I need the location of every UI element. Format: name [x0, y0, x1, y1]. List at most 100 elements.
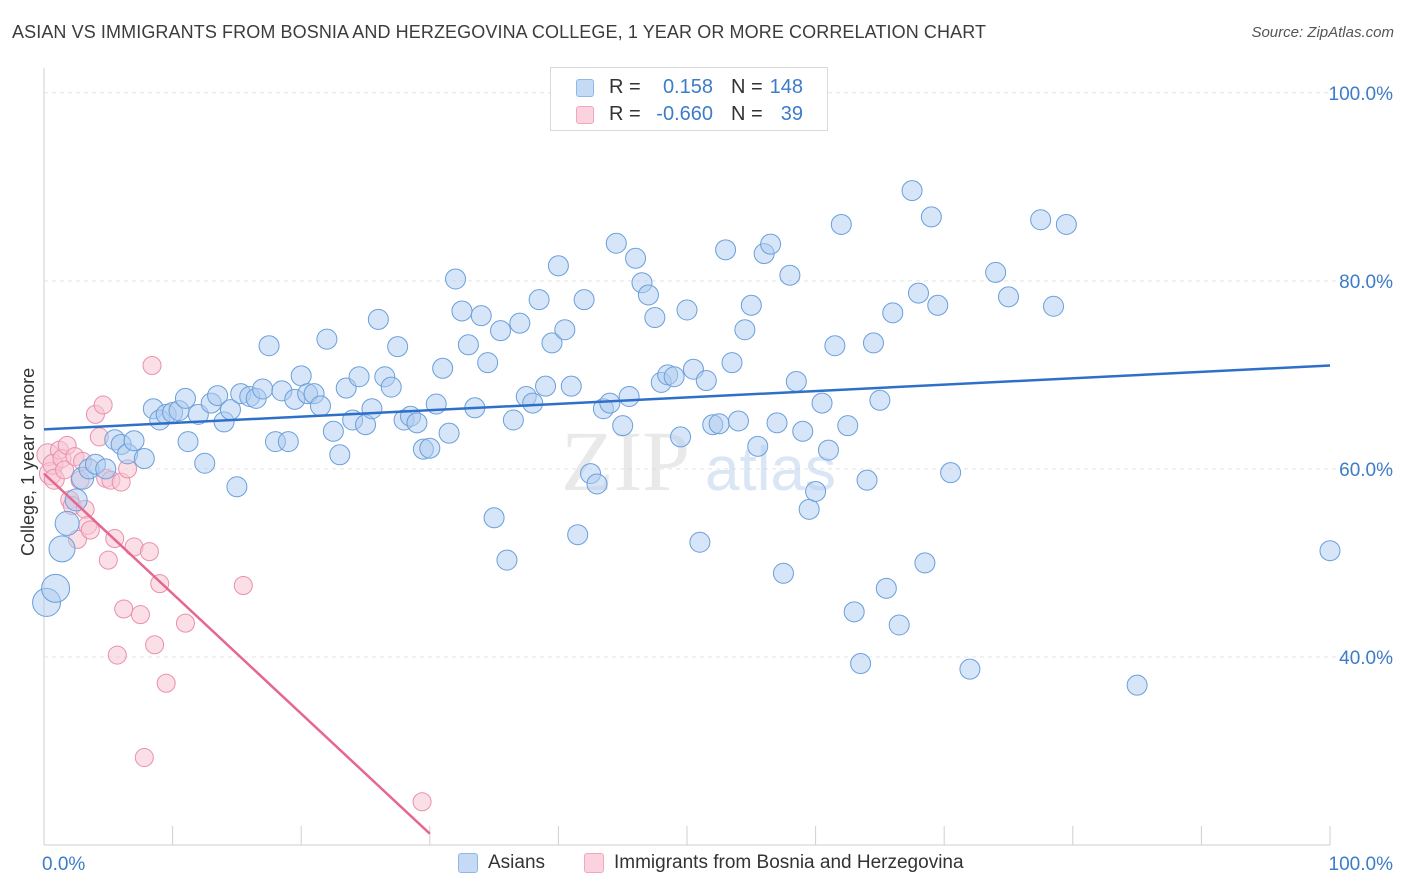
point-asian [862, 332, 884, 354]
x-tick-label: 0.0% [42, 854, 85, 875]
point-asian [194, 452, 216, 474]
series-bosnia-points [36, 355, 432, 812]
point-asian [509, 312, 531, 334]
point-asian [226, 476, 248, 498]
legend-row-asians: R = 0.158 N = 148 [551, 73, 827, 101]
legend-label-bosnia: Immigrants from Bosnia and Herzegovina [614, 852, 964, 873]
point-asian [599, 392, 621, 414]
point-asian [528, 289, 550, 311]
point-asian [760, 233, 782, 255]
point-asian [438, 422, 460, 444]
point-bosnia [80, 520, 100, 540]
tick-labels: 40.0% 60.0% 80.0% 100.0% 0.0% 100.0% [42, 84, 1393, 875]
point-asian [123, 430, 145, 452]
legend-n-label: N = [731, 76, 763, 98]
point-asian [445, 268, 467, 290]
point-asian [48, 535, 76, 563]
point-asian [95, 458, 117, 480]
point-asian [747, 435, 769, 457]
point-asian [522, 392, 544, 414]
point-bosnia [233, 575, 253, 595]
point-asian [419, 437, 441, 459]
point-asian [586, 473, 608, 495]
point-asian [361, 398, 383, 420]
point-asian [483, 507, 505, 529]
point-asian [830, 213, 852, 235]
point-asian [567, 524, 589, 546]
point-asian [676, 299, 698, 321]
point-asian [380, 376, 402, 398]
point-asian [998, 286, 1019, 308]
point-asian [457, 334, 479, 356]
point-asian [689, 531, 711, 553]
point-asian [277, 431, 299, 453]
point-asian [856, 469, 878, 491]
point-asian [547, 255, 569, 277]
point-asian [252, 378, 274, 400]
point-asian [959, 658, 981, 680]
point-asian [64, 488, 88, 512]
chart-title: ASIAN VS IMMIGRANTS FROM BOSNIA AND HERZ… [12, 22, 987, 42]
x-tick-label: 100.0% [1329, 854, 1394, 875]
point-asian [734, 319, 756, 341]
point-asian [940, 462, 962, 484]
point-asian [367, 308, 389, 330]
point-asian [901, 180, 923, 202]
point-asian [477, 352, 499, 374]
point-asian [927, 294, 949, 316]
point-asian [348, 366, 370, 388]
point-asian [824, 335, 846, 357]
legend-swatch-asians [458, 853, 478, 873]
point-asian [875, 577, 897, 599]
legend-label-asians: Asians [488, 852, 546, 873]
point-bosnia [130, 605, 150, 625]
legend-n-value: 148 [769, 76, 803, 98]
point-asian [727, 410, 749, 432]
point-asian [470, 305, 492, 327]
legend-r-value: -0.660 [656, 103, 713, 125]
point-bosnia [55, 460, 75, 480]
point-asian [502, 409, 524, 431]
trend-line-asians [43, 364, 1331, 431]
point-asian [625, 247, 647, 269]
legend-swatch-bosnia [584, 853, 604, 873]
point-bosnia [139, 542, 159, 562]
point-bosnia [156, 673, 176, 693]
point-asian [612, 415, 634, 437]
point-asian [670, 426, 692, 448]
point-asian [785, 370, 807, 392]
point-asian [644, 307, 666, 329]
point-bosnia [145, 635, 165, 655]
point-asian [715, 239, 737, 261]
legend-r-label: R = [609, 103, 641, 125]
y-tick-label: 80.0% [1339, 272, 1393, 293]
point-asian [1319, 540, 1341, 562]
point-asian [560, 375, 582, 397]
point-bosnia [175, 613, 195, 633]
legend-r-label: R = [609, 76, 641, 98]
point-asian [850, 653, 872, 675]
point-asian [805, 480, 827, 502]
point-bosnia [134, 748, 154, 768]
y-tick-label: 60.0% [1339, 460, 1393, 481]
point-asian [766, 412, 788, 434]
point-asian [573, 289, 595, 311]
point-asian [779, 264, 801, 286]
point-asian [721, 352, 743, 374]
point-bosnia [412, 792, 432, 812]
point-asian [888, 614, 910, 636]
point-asian [1055, 213, 1077, 235]
point-asian [637, 284, 659, 306]
point-asian [618, 386, 640, 408]
y-tick-label: 100.0% [1329, 84, 1394, 105]
stats-legend: R = 0.158 N = 148 R = -0.660 N = 39 [550, 67, 828, 131]
point-asian [985, 261, 1007, 283]
point-asian [1043, 295, 1065, 317]
y-tick-label: 40.0% [1339, 648, 1393, 669]
point-asian [41, 573, 71, 603]
point-asian [792, 420, 814, 442]
point-asian [882, 302, 904, 324]
point-asian [133, 448, 155, 470]
point-asian [869, 389, 891, 411]
point-asian [798, 498, 820, 520]
